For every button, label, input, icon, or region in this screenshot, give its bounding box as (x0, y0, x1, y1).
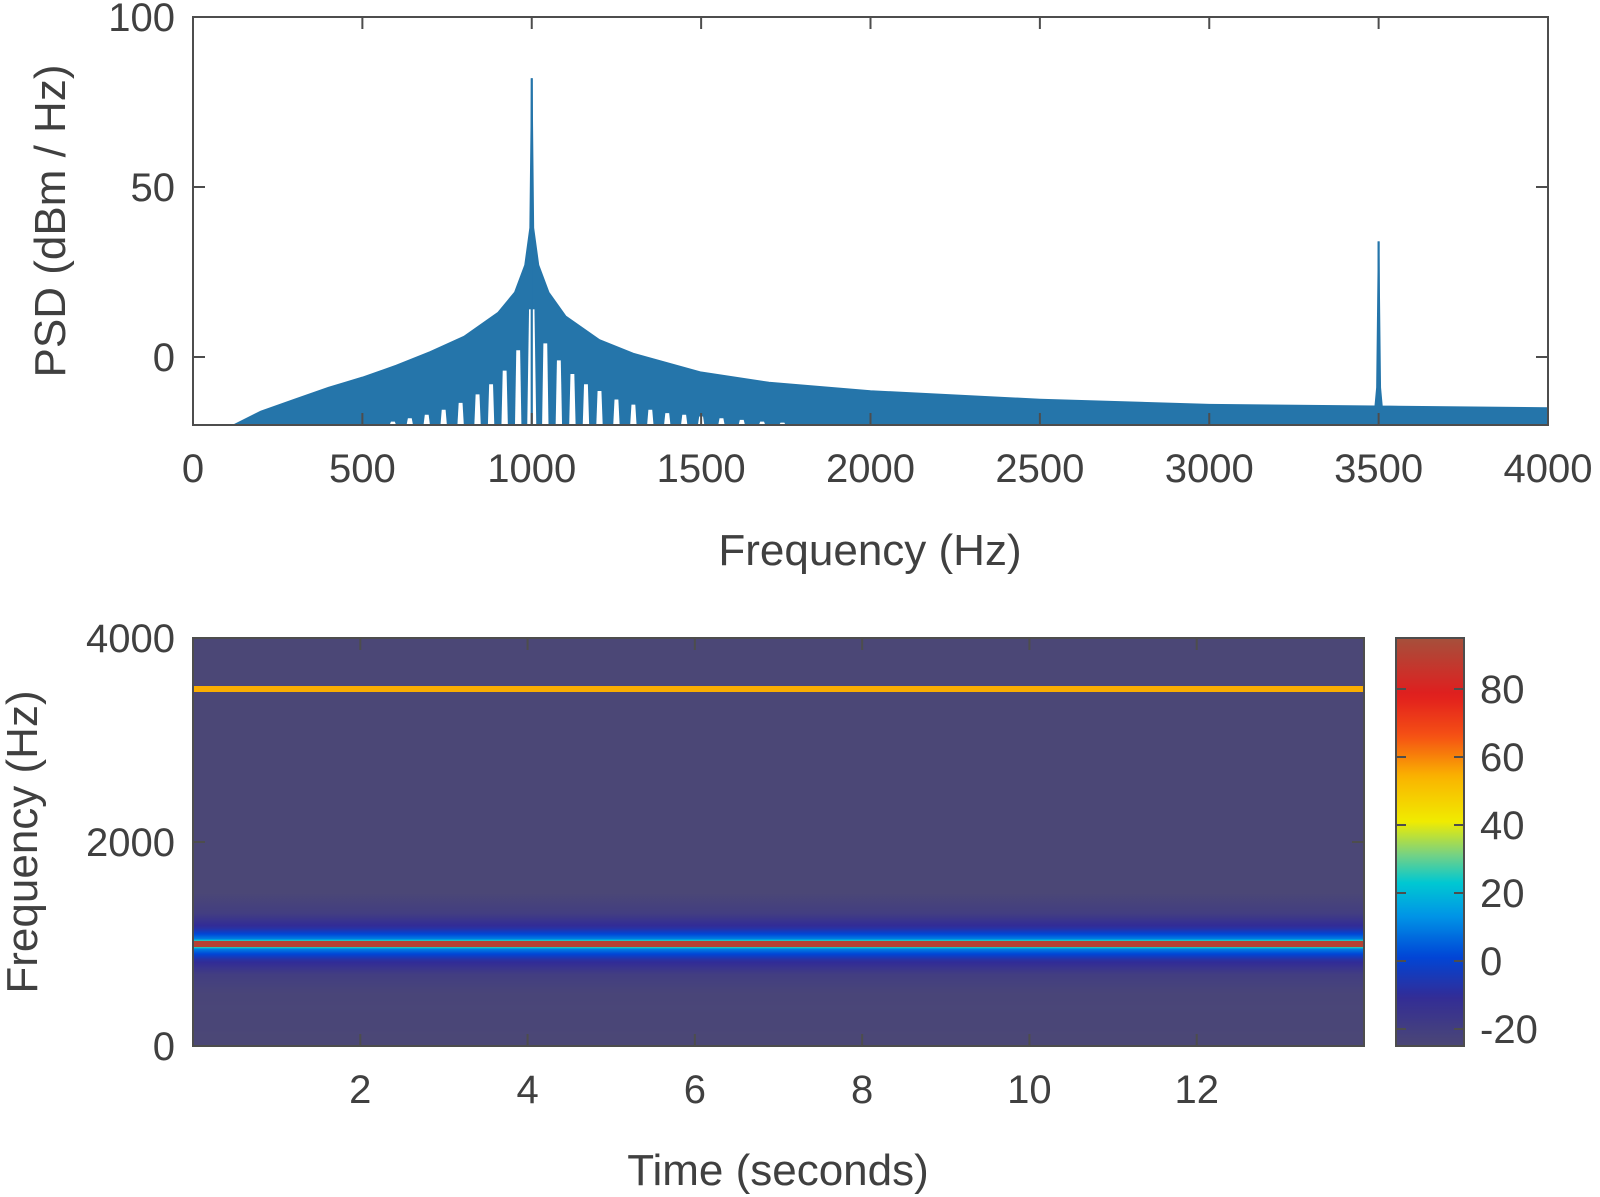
psd-y-tick-label: 0 (153, 336, 175, 380)
psd-sidelobe-gap (647, 409, 654, 425)
psd-sidelobe-gap (630, 404, 637, 425)
psd-sidelobe-gap (569, 374, 576, 425)
spectrogram-tone-1000hz (193, 941, 1364, 947)
psd-y-tick-label: 50 (131, 166, 176, 210)
psd-sidelobe-gap (555, 360, 563, 425)
colorbar-tick-label: 20 (1480, 872, 1525, 916)
psd-sidelobe-gap (718, 418, 725, 425)
psd-sidelobe-gap (406, 418, 413, 425)
psd-sidelobe-gap (664, 413, 671, 425)
spectrogram-y-tick-label: 2000 (86, 821, 175, 865)
psd-area (233, 78, 1548, 425)
psd-y-tick-label: 100 (108, 0, 175, 40)
spectrogram-image (193, 638, 1364, 1046)
spectrogram-y-tick-label: 4000 (86, 617, 175, 661)
psd-sidelobe-gap (457, 402, 464, 425)
psd-sidelobe-gap (680, 414, 688, 425)
psd-sidelobe-gap (423, 414, 430, 425)
spectrogram-x-tick-label: 10 (1007, 1068, 1052, 1112)
psd-x-tick-label: 1000 (487, 447, 576, 491)
psd-x-tick-label: 2500 (995, 447, 1084, 491)
psd-x-tick-label: 0 (182, 447, 204, 491)
psd-x-tick-label: 2000 (826, 447, 915, 491)
spectrogram-y-ticks: 0 2000 4000 (86, 617, 1364, 1069)
psd-x-tick-label: 4000 (1504, 447, 1593, 491)
colorbar-tick-label: -20 (1480, 1008, 1538, 1052)
psd-sidelobe-gap (582, 384, 590, 425)
colorbar-tick-label: 60 (1480, 736, 1525, 780)
spectrogram-tone-3500hz (193, 686, 1364, 692)
psd-sidelobe-gap (474, 394, 481, 425)
spectrogram-x-tick-label: 2 (349, 1068, 371, 1112)
psd-x-ticks: 0 500 1000 1500 2000 2500 3000 3500 4000 (182, 17, 1593, 491)
spectrogram-x-tick-label: 4 (516, 1068, 538, 1112)
psd-x-tick-label: 500 (329, 447, 396, 491)
psd-sidelobe-gap (515, 350, 522, 425)
psd-plot: 0 500 1000 1500 2000 2500 3000 3500 4000 050100 … (26, 0, 1592, 575)
colorbar-tick-label: 40 (1480, 804, 1525, 848)
spectrogram-x-tick-label: 8 (851, 1068, 873, 1112)
psd-y-axis-label: PSD (dBm / Hz) (26, 65, 75, 378)
spectrogram-y-axis-label: Frequency (Hz) (0, 690, 47, 993)
psd-sidelobe-gap (738, 419, 745, 425)
colorbar-tick-label: 80 (1480, 668, 1525, 712)
psd-y-ticks: 0 50 100 (108, 0, 1548, 380)
colorbar-tick-label: 0 (1480, 940, 1502, 984)
spectrogram-x-ticks: 2 4 6 8 10 12 (349, 638, 1219, 1112)
colorbar-frame (1395, 637, 1465, 1047)
psd-x-axis-label: Frequency (Hz) (718, 526, 1021, 575)
psd-axes-frame (192, 16, 1549, 426)
psd-sidelobe-gap (596, 391, 603, 425)
colorbar-ticks: -20 0 20 40 60 80 (1396, 668, 1538, 1052)
psd-x-tick-label: 1500 (657, 447, 746, 491)
spectrogram-plot: 2 4 6 8 10 12 0 2000 4000 Time (seconds) Freque… (0, 617, 1365, 1195)
psd-sidelobe-gap (542, 343, 549, 425)
spectrogram-x-axis-label: Time (seconds) (627, 1146, 929, 1195)
psd-sidelobe-gap (440, 409, 447, 425)
psd-sidelobe-gap (501, 370, 508, 425)
psd-sidelobe-gap (487, 384, 495, 425)
spectrogram-y-tick-label: 0 (153, 1025, 175, 1069)
psd-x-tick-label: 3500 (1334, 447, 1423, 491)
colorbar-scale (1396, 638, 1464, 1046)
spectrogram-x-tick-label: 12 (1174, 1068, 1219, 1112)
psd-x-tick-label: 3000 (1165, 447, 1254, 491)
psd-sidelobe-gap (613, 399, 620, 425)
psd-series-envelope (233, 78, 1548, 425)
colorbar: -20 0 20 40 60 80 (1395, 637, 1538, 1052)
spectrogram-x-tick-label: 6 (684, 1068, 706, 1112)
